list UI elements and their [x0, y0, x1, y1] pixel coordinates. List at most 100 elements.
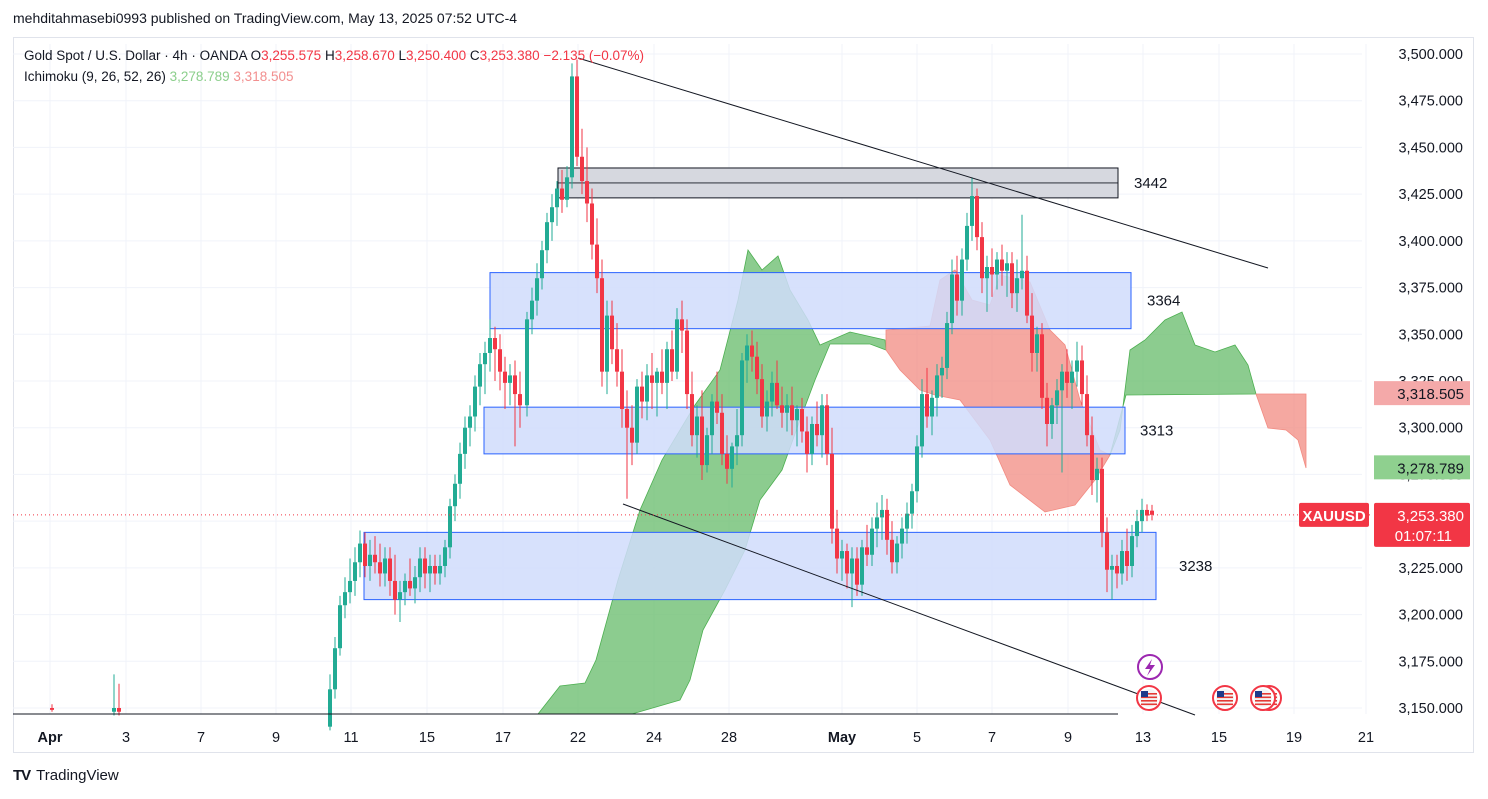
candle-body: [488, 338, 492, 353]
candle-body: [940, 367, 944, 376]
candle: [650, 352, 654, 410]
candle-body: [1070, 371, 1074, 383]
candle: [840, 539, 844, 581]
candle-body: [945, 323, 949, 368]
candle: [980, 222, 984, 294]
candle: [535, 263, 539, 316]
x-tick-label: 13: [1135, 730, 1151, 746]
flag-stripe: [1255, 703, 1271, 706]
candle-body: [960, 259, 964, 301]
candle: [825, 394, 829, 466]
lightning-icon: [1137, 654, 1163, 680]
candle-body: [1045, 397, 1049, 424]
candle: [900, 517, 904, 559]
candle-body: [50, 708, 54, 710]
candle-body: [112, 708, 116, 712]
y-tick-label: 3,375.000: [1398, 281, 1463, 297]
candle-body: [498, 349, 502, 372]
candle: [408, 558, 412, 596]
candle-body: [1150, 510, 1154, 515]
candle: [845, 543, 849, 589]
candle-body: [685, 330, 689, 395]
candle-body: [650, 375, 654, 383]
candle: [488, 319, 492, 372]
tradingview-logo-icon[interactable]: TV: [13, 767, 31, 784]
candle: [530, 287, 534, 335]
candle-body: [540, 250, 544, 279]
candle: [1030, 293, 1034, 372]
candle-body: [478, 364, 482, 387]
candle-body: [765, 401, 769, 417]
candle: [518, 371, 522, 428]
us-flag-icon: [1136, 685, 1162, 711]
candle-body: [383, 558, 387, 574]
candle: [950, 259, 954, 335]
candle-body: [1015, 278, 1019, 294]
candle: [1050, 397, 1054, 439]
candle-body: [413, 577, 417, 589]
candle-body: [640, 386, 644, 402]
candle: [333, 636, 337, 699]
candle: [1045, 382, 1049, 447]
candle: [112, 674, 116, 716]
candle-body: [835, 528, 839, 559]
flag-stripe: [1217, 700, 1233, 702]
candle-body: [715, 401, 719, 413]
us-flag-icon: [1250, 685, 1276, 711]
x-tick-label: 15: [1211, 730, 1227, 746]
candle: [965, 212, 969, 271]
candle: [1055, 379, 1059, 424]
candle-body: [530, 300, 534, 320]
y-tick-label: 3,150.000: [1398, 701, 1463, 717]
candle-body: [328, 689, 332, 727]
candle-body: [770, 382, 774, 402]
candle-body: [620, 371, 624, 410]
candle: [1025, 255, 1029, 324]
chart-frame[interactable]: [13, 37, 1474, 753]
candle-body: [1065, 371, 1069, 383]
candle: [910, 483, 914, 529]
candle-body: [735, 435, 739, 447]
publish-info: mehditahmasebi0993 published on TradingV…: [13, 10, 518, 26]
candle-body: [745, 345, 749, 361]
zone-3238: [363, 531, 1157, 601]
candle-body: [443, 547, 447, 566]
candle: [645, 364, 649, 421]
x-tick-label: Apr: [38, 730, 63, 746]
candle: [1075, 341, 1079, 387]
indicator-name[interactable]: Ichimoku (9, 26, 52, 26): [24, 69, 166, 84]
candle-body: [555, 188, 559, 208]
candle-body: [990, 267, 994, 275]
candle-body: [985, 267, 989, 279]
candle: [525, 311, 529, 417]
footer: TV TradingView: [13, 767, 119, 784]
candle: [1040, 323, 1044, 410]
candle: [795, 405, 799, 447]
candle: [660, 349, 664, 395]
candle: [985, 255, 989, 312]
candle: [735, 409, 739, 466]
candle: [555, 181, 559, 226]
candle-body: [875, 517, 879, 529]
candle-body: [790, 405, 794, 421]
candle-body: [760, 379, 764, 417]
candle-body: [1050, 405, 1054, 424]
candle: [448, 498, 452, 559]
candle-body: [358, 543, 362, 563]
lightning-bolt: [1145, 659, 1155, 676]
symbol-description[interactable]: Gold Spot / U.S. Dollar · 4h · OANDA: [24, 48, 247, 63]
indicator-row: Ichimoku (9, 26, 52, 26) 3,278.789 3,318…: [24, 66, 644, 87]
x-tick-label: 21: [1358, 730, 1374, 746]
candle-body: [865, 547, 869, 555]
candle-body: [935, 375, 939, 398]
candle: [458, 442, 462, 499]
candle: [463, 416, 467, 469]
indicator-value-b: 3,318.505: [233, 69, 294, 84]
candle-body: [670, 349, 674, 372]
candle: [620, 349, 624, 428]
candle-body: [690, 394, 694, 436]
brand-name[interactable]: TradingView: [36, 767, 119, 784]
candle-body: [545, 222, 549, 251]
candle: [870, 517, 874, 566]
